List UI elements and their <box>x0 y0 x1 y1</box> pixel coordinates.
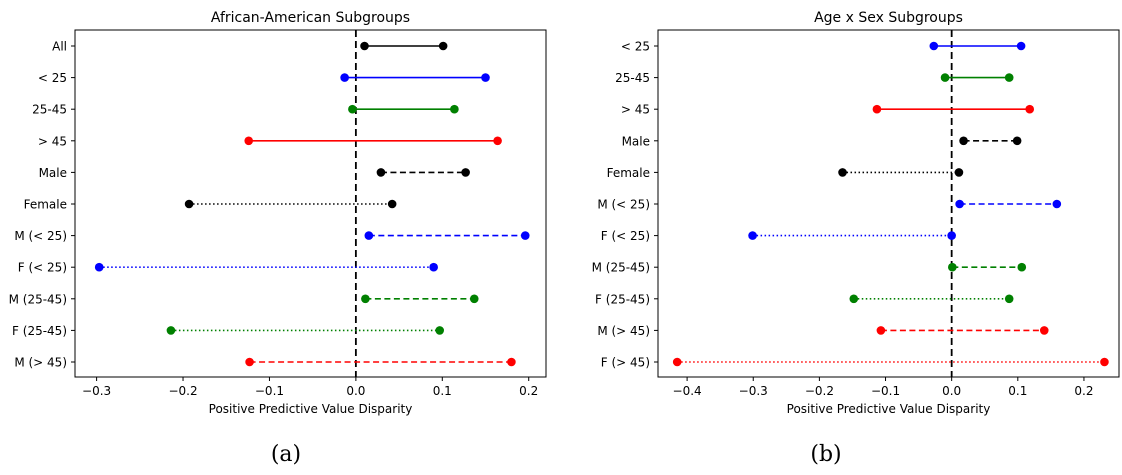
x-tick-label: 0.2 <box>1074 384 1093 398</box>
low-point <box>948 262 957 272</box>
high-point <box>1004 294 1014 304</box>
high-point <box>1012 136 1022 146</box>
x-tick-label: −0.4 <box>673 384 702 398</box>
low-point <box>340 73 349 82</box>
high-point <box>435 326 445 335</box>
y-tick-label: All <box>52 40 67 54</box>
x-tick-label: −0.1 <box>871 384 900 398</box>
high-point <box>461 168 470 177</box>
y-tick-label: Female <box>607 166 650 180</box>
y-tick-label: < 25 <box>38 71 67 85</box>
y-tick-label: F (25-45) <box>12 324 67 338</box>
low-point <box>245 357 254 367</box>
high-point <box>1016 41 1026 51</box>
high-point <box>493 136 502 146</box>
y-tick-label: M (> 45) <box>597 324 650 338</box>
y-tick-label: M (< 25) <box>14 229 67 243</box>
x-tick-label: −0.2 <box>168 384 197 398</box>
low-point <box>940 73 950 82</box>
caption-b: (b) <box>810 442 842 467</box>
y-tick-label: F (> 45) <box>601 356 650 370</box>
x-axis-label: Positive Predictive Value Disparity <box>787 402 991 416</box>
low-point <box>244 136 254 146</box>
low-point <box>672 357 682 367</box>
y-tick-label: F (< 25) <box>18 261 67 275</box>
x-tick-label: −0.3 <box>739 384 768 398</box>
y-tick-label: 25-45 <box>32 103 67 117</box>
y-tick-label: > 45 <box>38 134 67 148</box>
y-tick-label: > 45 <box>621 103 650 117</box>
low-point <box>364 231 374 240</box>
high-point <box>1052 199 1062 209</box>
high-point <box>429 262 438 272</box>
chart-panel-b: Age x Sex Subgroups < 25 25-45 > 45 Male Fema… <box>592 10 1120 416</box>
y-tick-label: M (25-45) <box>9 292 67 306</box>
y-tick-label: Male <box>622 134 650 148</box>
high-point <box>1017 262 1027 272</box>
x-axis-label: Positive Predictive Value Disparity <box>209 402 413 416</box>
low-point <box>955 199 964 209</box>
chart-title: Age x Sex Subgroups <box>814 10 963 26</box>
x-tick-label: 0.2 <box>519 384 538 398</box>
low-point <box>876 326 886 335</box>
low-point <box>184 199 194 209</box>
low-point <box>872 104 882 114</box>
high-point <box>947 231 956 240</box>
y-tick-label: Male <box>39 166 67 180</box>
y-tick-label: Female <box>24 198 67 212</box>
plot-frame <box>74 29 547 378</box>
x-tick-label: 0.1 <box>433 384 452 398</box>
high-point <box>520 231 530 240</box>
low-point <box>94 262 104 272</box>
x-tick-label: −0.3 <box>82 384 111 398</box>
low-point <box>376 168 386 177</box>
high-point <box>450 104 459 114</box>
x-tick-label: −0.2 <box>805 384 834 398</box>
high-point <box>481 73 490 82</box>
low-point <box>361 294 370 304</box>
y-tick-label: M (< 25) <box>597 198 650 212</box>
high-point <box>387 199 397 209</box>
high-point <box>438 41 448 51</box>
high-point <box>1100 357 1109 367</box>
low-point <box>748 231 757 240</box>
figure: African-American Subgroups All < 25 25-45 > … <box>9 10 1120 416</box>
chart-title: African-American Subgroups <box>211 10 410 26</box>
high-point <box>1004 73 1014 82</box>
low-point <box>166 326 176 335</box>
low-point <box>360 41 369 51</box>
low-point <box>838 168 847 177</box>
caption-a: (a) <box>270 442 302 467</box>
y-tick-label: F (25-45) <box>595 292 650 306</box>
y-tick-label: 25-45 <box>615 71 650 85</box>
high-point <box>1039 326 1049 335</box>
y-tick-label: M (> 45) <box>14 356 67 370</box>
high-point <box>1025 104 1035 114</box>
x-tick-label: 0.1 <box>1008 384 1027 398</box>
y-tick-label: < 25 <box>621 40 650 54</box>
high-point <box>507 357 516 367</box>
low-point <box>959 136 968 146</box>
high-point <box>954 168 964 177</box>
low-point <box>929 41 939 51</box>
chart-panel-a: African-American Subgroups All < 25 25-45 > … <box>9 10 547 416</box>
low-point <box>849 294 859 304</box>
y-tick-label: M (25-45) <box>592 261 650 275</box>
x-tick-label: 0.0 <box>346 384 365 398</box>
y-tick-label: F (< 25) <box>601 229 650 243</box>
plot-frame <box>657 29 1120 378</box>
x-tick-label: 0.0 <box>942 384 961 398</box>
low-point <box>348 104 357 114</box>
x-tick-label: −0.1 <box>255 384 284 398</box>
high-point <box>469 294 479 304</box>
